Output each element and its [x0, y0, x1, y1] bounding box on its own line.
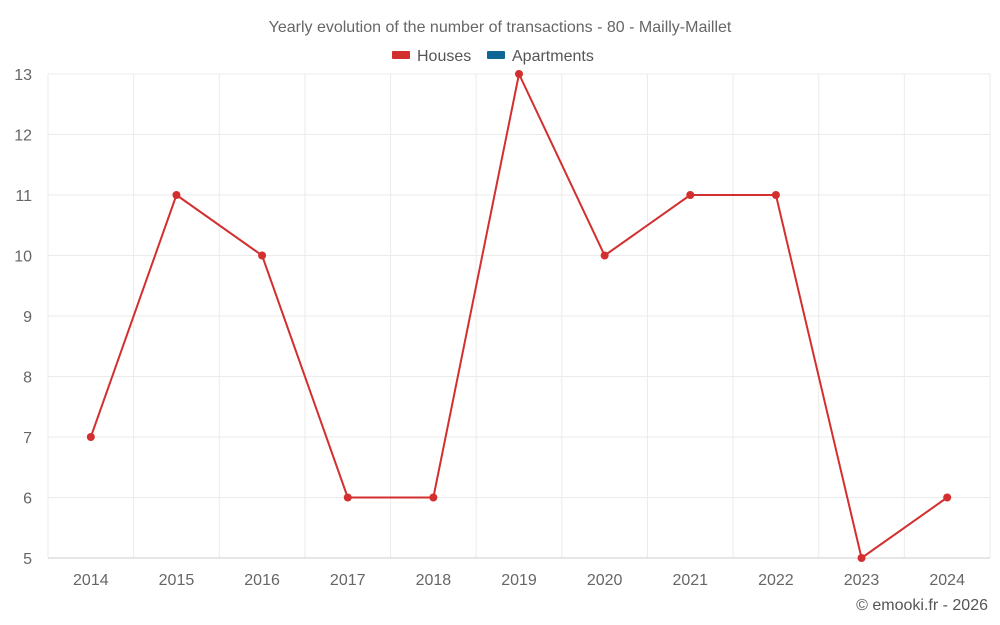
x-tick-label: 2016: [244, 572, 280, 589]
y-tick-label: 5: [23, 551, 32, 568]
data-point-houses[interactable]: [86, 433, 95, 441]
chart-title: Yearly evolution of the number of transa…: [269, 19, 732, 36]
data-point-houses[interactable]: [515, 70, 523, 78]
x-tick-label: 2014: [73, 572, 109, 589]
y-tick-label: 8: [23, 370, 32, 387]
data-point-houses[interactable]: [343, 493, 352, 502]
data-point-houses[interactable]: [429, 493, 438, 502]
x-tick-label: 2023: [844, 572, 880, 589]
y-tick-label: 9: [23, 309, 32, 326]
legend-swatch-apartments: [487, 51, 505, 59]
x-tick-label: 2021: [672, 572, 708, 589]
x-tick-label: 2019: [501, 572, 537, 589]
legend: Houses Apartments: [392, 48, 594, 65]
legend-label-apartments: Apartments: [512, 48, 594, 65]
x-axis-ticks: 2014 2015 2016 2017 2018 2019 2020 2021 2022 2023…: [73, 572, 965, 589]
series-layer: [86, 70, 952, 562]
y-tick-label: 12: [14, 128, 32, 145]
data-point-houses[interactable]: [686, 191, 695, 199]
x-tick-label: 2017: [330, 572, 366, 589]
x-tick-label: 2022: [758, 572, 794, 589]
data-point-houses[interactable]: [857, 554, 866, 562]
y-tick-label: 6: [23, 491, 32, 508]
legend-swatch-houses: [392, 51, 410, 59]
x-tick-label: 2020: [587, 572, 623, 589]
y-tick-label: 11: [15, 188, 32, 205]
grid: [47, 73, 991, 559]
data-point-houses[interactable]: [943, 493, 952, 502]
y-tick-label: 7: [23, 430, 32, 447]
y-tick-label: 10: [14, 249, 32, 266]
x-tick-label: 2015: [159, 572, 195, 589]
data-point-houses[interactable]: [172, 191, 181, 199]
y-tick-label: 13: [14, 67, 32, 84]
y-axis-ticks: 5 6 7 8 9 10 11 12 13: [14, 67, 32, 568]
legend-item-houses[interactable]: Houses: [392, 48, 471, 65]
x-tick-label: 2018: [416, 572, 452, 589]
legend-label-houses: Houses: [417, 48, 471, 65]
data-point-houses[interactable]: [771, 191, 780, 199]
data-point-houses[interactable]: [600, 251, 609, 260]
x-tick-label: 2024: [929, 572, 965, 589]
credit-text: © emooki.fr - 2026: [856, 597, 988, 614]
data-point-houses[interactable]: [258, 251, 267, 260]
legend-item-apartments[interactable]: Apartments: [487, 48, 594, 65]
